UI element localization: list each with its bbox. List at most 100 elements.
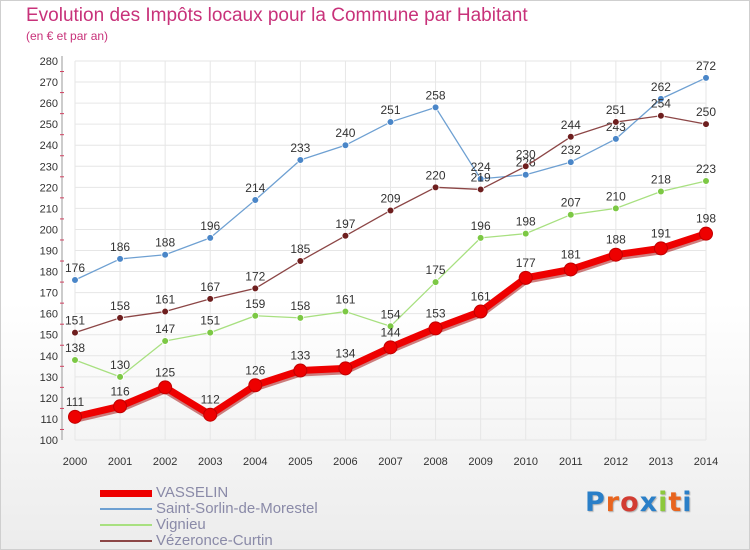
data-point-vezeronce-curtin-2002: [161, 307, 169, 316]
y-tick-label-270: 270: [40, 77, 58, 89]
data-label-saint-sorlin-de-morestel-2002: 188: [155, 236, 175, 250]
data-label-vezeronce-curtin-2009: 219: [471, 170, 491, 184]
data-point-vezeronce-curtin-2005: [296, 257, 305, 265]
logo-letter: x: [639, 487, 659, 518]
y-tick-label-240: 240: [40, 140, 58, 152]
data-label-saint-sorlin-de-morestel-2004: 214: [245, 181, 265, 195]
data-label-vignieu-2001: 130: [110, 358, 130, 372]
data-label-vignieu-2011: 207: [561, 196, 581, 210]
data-point-vezeronce-curtin-2003: [206, 295, 215, 303]
data-label-vezeronce-curtin-2007: 209: [380, 191, 400, 205]
x-tick-label-2007: 2007: [378, 456, 402, 468]
data-point-vignieu-2010: [521, 229, 530, 238]
data-label-saint-sorlin-de-morestel-2014: 272: [696, 59, 716, 73]
data-label-vasselin-2008: 153: [426, 306, 446, 320]
x-tick-label-2004: 2004: [243, 456, 267, 468]
data-label-vezeronce-curtin-2005: 185: [290, 242, 310, 256]
data-label-vignieu-2010: 198: [516, 215, 536, 229]
y-tick-label-280: 280: [40, 56, 58, 68]
data-label-vasselin-2009: 161: [471, 290, 491, 304]
data-label-vezeronce-curtin-2004: 172: [245, 269, 265, 283]
data-point-vasselin-2011: [563, 262, 578, 277]
data-point-vasselin-2012: [608, 247, 623, 262]
data-point-vezeronce-curtin-2010: [521, 162, 530, 171]
legend-label-vasselin: VASSELIN: [156, 484, 229, 501]
data-label-vasselin-2001: 116: [111, 384, 130, 398]
data-label-vezeronce-curtin-2012: 251: [606, 103, 626, 117]
y-tick-label-250: 250: [40, 119, 58, 131]
data-label-saint-sorlin-de-morestel-2008: 258: [426, 88, 446, 102]
data-label-vignieu-2005: 158: [290, 299, 310, 313]
data-point-vasselin-2002: [158, 380, 173, 395]
x-tick-label-2014: 2014: [694, 456, 718, 468]
data-label-vignieu-2004: 159: [245, 297, 265, 311]
data-point-vignieu-2000: [71, 356, 79, 364]
legend-swatch-vasselin: [100, 490, 152, 497]
data-label-vasselin-2005: 133: [290, 349, 310, 363]
data-point-saint-sorlin-de-morestel-2005: [296, 156, 305, 164]
data-point-vignieu-2002: [161, 337, 169, 345]
data-point-vezeronce-curtin-2000: [71, 328, 79, 337]
data-point-vignieu-2001: [116, 373, 124, 381]
y-tick-label-210: 210: [40, 203, 58, 215]
data-point-saint-sorlin-de-morestel-2000: [71, 276, 79, 284]
data-point-saint-sorlin-de-morestel-2004: [251, 196, 260, 204]
y-tick-label-130: 130: [40, 372, 58, 384]
data-point-vignieu-2004: [251, 311, 260, 320]
y-tick-label-150: 150: [40, 330, 58, 342]
data-point-vasselin-2013: [653, 241, 668, 256]
data-point-saint-sorlin-de-morestel-2014: [702, 74, 710, 82]
data-label-vignieu-2002: 147: [155, 322, 175, 336]
data-point-vignieu-2013: [657, 187, 665, 196]
x-tick-label-2001: 2001: [108, 456, 132, 468]
data-label-vezeronce-curtin-2001: 158: [110, 299, 130, 313]
data-label-vezeronce-curtin-2008: 220: [426, 168, 446, 182]
x-tick-label-2006: 2006: [333, 456, 357, 468]
data-point-vignieu-2014: [702, 177, 710, 185]
legend-swatch-saint-sorlin-de-morestel: [100, 508, 152, 510]
y-tick-label-190: 190: [40, 246, 58, 258]
legend-label-saint-sorlin-de-morestel: Saint-Sorlin-de-Morestel: [156, 500, 318, 517]
data-label-vezeronce-curtin-2013: 254: [651, 97, 671, 111]
data-label-vezeronce-curtin-2006: 197: [335, 217, 355, 231]
logo-letter: i: [658, 487, 669, 518]
legend-swatch-vezeronce-curtin: [100, 540, 152, 542]
y-tick-label-120: 120: [40, 393, 58, 405]
data-label-vignieu-2012: 210: [606, 189, 626, 203]
data-point-vasselin-2003: [203, 407, 218, 422]
data-point-vasselin-2006: [338, 361, 353, 376]
x-tick-label-2010: 2010: [513, 456, 537, 468]
x-tick-label-2012: 2012: [604, 456, 628, 468]
data-label-vignieu-2003: 151: [200, 314, 220, 328]
data-point-vezeronce-curtin-2007: [386, 206, 395, 215]
data-point-saint-sorlin-de-morestel-2009: [476, 175, 485, 183]
data-point-vezeronce-curtin-2008: [431, 183, 440, 192]
data-label-vasselin-2007: 144: [380, 325, 400, 339]
data-point-vignieu-2012: [612, 204, 620, 213]
data-point-saint-sorlin-de-morestel-2006: [341, 141, 350, 150]
logo-letter: o: [620, 487, 640, 518]
data-point-vignieu-2011: [566, 210, 575, 219]
x-tick-label-2005: 2005: [288, 456, 312, 468]
data-label-vasselin-2000: 111: [66, 395, 85, 409]
data-label-saint-sorlin-de-morestel-2009: 224: [471, 160, 491, 174]
data-point-saint-sorlin-de-morestel-2013: [657, 95, 665, 103]
data-label-saint-sorlin-de-morestel-2001: 186: [110, 240, 130, 254]
data-label-vezeronce-curtin-2002: 161: [155, 293, 175, 307]
chart-subtitle: (en € et par an): [26, 29, 109, 43]
data-label-saint-sorlin-de-morestel-2003: 196: [200, 219, 220, 233]
data-label-vignieu-2014: 223: [696, 162, 716, 176]
data-point-saint-sorlin-de-morestel-2011: [566, 158, 575, 166]
data-point-vignieu-2005: [296, 314, 305, 322]
y-tick-label-200: 200: [40, 224, 58, 236]
data-point-vasselin-2005: [293, 363, 308, 378]
data-point-saint-sorlin-de-morestel-2008: [431, 103, 440, 112]
data-label-vasselin-2010: 177: [516, 256, 536, 270]
x-tick-label-2013: 2013: [649, 456, 673, 468]
data-point-saint-sorlin-de-morestel-2007: [386, 118, 395, 126]
data-point-vezeronce-curtin-2006: [341, 231, 350, 240]
data-label-vezeronce-curtin-2000: 151: [65, 314, 85, 328]
data-label-saint-sorlin-de-morestel-2006: 240: [335, 126, 355, 140]
data-point-vasselin-2001: [113, 399, 128, 414]
